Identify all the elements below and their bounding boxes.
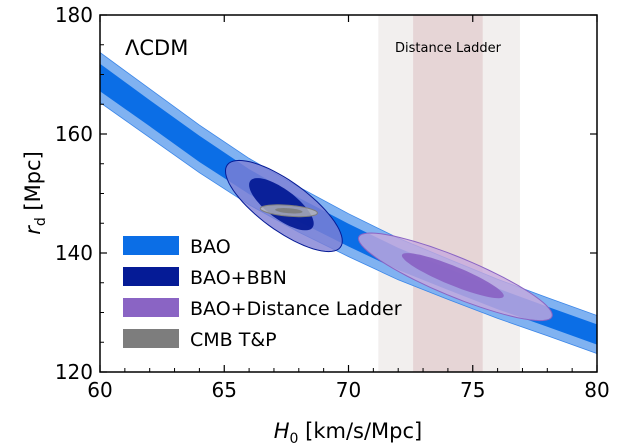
distance-ladder-band-68 <box>413 15 483 372</box>
bao-legend-swatch <box>123 236 179 255</box>
bao-bbn-legend-swatch <box>123 267 179 286</box>
x-tick-label: 70 <box>336 378 361 402</box>
cmb-legend-label: CMB T&P <box>190 329 277 351</box>
x-tick-label: 65 <box>212 378 237 402</box>
cmb-contour-68 <box>275 208 303 214</box>
x-axis-title: H0 [km/s/Mpc] <box>274 419 422 445</box>
cmb-legend-swatch <box>123 329 179 348</box>
bao-bbn-contour-68 <box>249 178 314 231</box>
x-tick-label: 60 <box>87 378 112 402</box>
x-tick-label: 75 <box>460 378 485 402</box>
y-tick-label: 180 <box>55 3 93 27</box>
y-tick-label: 120 <box>55 360 93 384</box>
y-axis-title: rd [Mpc] <box>21 151 49 235</box>
y-tick-label: 140 <box>55 241 93 265</box>
bao-legend-label: BAO <box>190 236 231 258</box>
y-tick-label: 160 <box>55 122 93 146</box>
bao-distance-ladder-contour-68 <box>401 253 504 299</box>
bao-distance-ladder-legend-label: BAO+Distance Ladder <box>190 298 402 320</box>
x-tick-label: 80 <box>584 378 609 402</box>
bao-distance-ladder-legend-swatch <box>123 298 179 317</box>
axis-ticks: 60 65 70 75 80 120 140 160 180 <box>55 3 610 402</box>
legend: BAO BAO+BBN BAO+Distance Ladder CMB T&P <box>123 236 402 351</box>
plot-area <box>100 15 597 372</box>
distance-ladder-label: Distance Ladder <box>395 41 502 56</box>
bao-bbn-legend-label: BAO+BBN <box>190 267 287 289</box>
model-label: ΛCDM <box>125 36 188 60</box>
